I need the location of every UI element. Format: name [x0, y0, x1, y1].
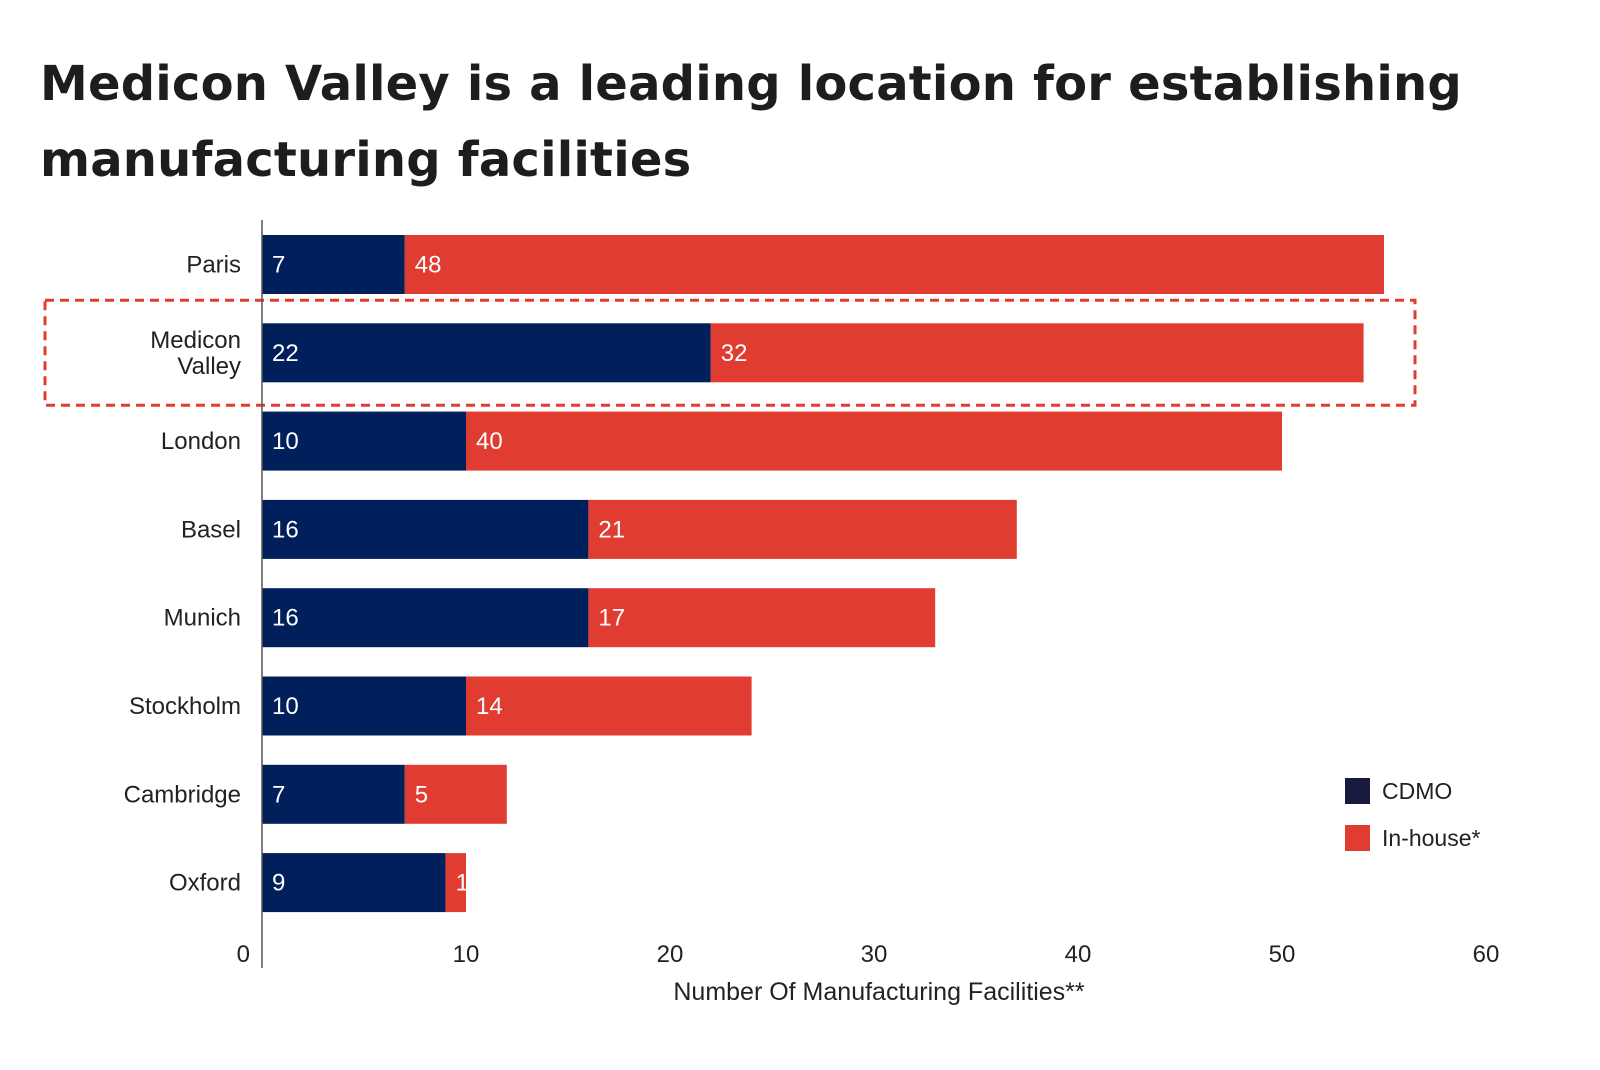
x-tick-label-60: 60 [1473, 941, 1500, 968]
bar-london-in-house [466, 411, 1282, 471]
bar-oxford-cdmo [262, 853, 446, 913]
bar-basel-cdmo [262, 499, 589, 559]
value-label-medicon-valley-in-house: 32 [721, 340, 748, 367]
category-label-stockholm: Stockholm [129, 693, 241, 720]
bar-paris-cdmo [262, 235, 405, 294]
category-label-london: London [161, 428, 241, 455]
value-label-oxford-in-house: 1 [456, 870, 469, 897]
value-label-stockholm-in-house: 14 [476, 693, 503, 720]
bar-medicon-valley-in-house [710, 323, 1364, 383]
x-tick-label-50: 50 [1269, 941, 1296, 968]
bar-paris-in-house [404, 235, 1384, 294]
x-tick-label-20: 20 [657, 941, 684, 968]
value-label-medicon-valley-cdmo: 22 [272, 340, 299, 367]
category-label-basel: Basel [181, 516, 241, 543]
value-label-london-in-house: 40 [476, 428, 503, 455]
bar-stockholm-cdmo [262, 676, 466, 736]
highlight-box [43, 298, 1417, 407]
chart-title: Medicon Valley is a leading location for… [40, 56, 1462, 188]
bar-medicon-valley-cdmo [262, 323, 711, 383]
bar-basel-in-house [588, 499, 1017, 559]
legend-swatch-in-house [1345, 825, 1370, 851]
value-label-munich-in-house: 17 [598, 605, 625, 632]
legend: CDMO In-house* [1345, 778, 1481, 851]
x-tick-label-30: 30 [861, 941, 888, 968]
value-label-munich-cdmo: 16 [272, 605, 299, 632]
legend-swatch-cdmo [1345, 778, 1370, 804]
bar-cambridge-cdmo [262, 764, 405, 824]
value-label-paris-in-house: 48 [415, 252, 442, 279]
x-tick-label-40: 40 [1065, 941, 1092, 968]
category-label-paris: Paris [186, 252, 241, 279]
x-tick-label-0: 0 [237, 941, 250, 968]
x-tick-label-10: 10 [453, 941, 480, 968]
bars-layer: 7 48 Paris 22 32 Medicon Valley 10 40 London 16 21 B… [124, 235, 1384, 913]
category-label-cambridge: Cambridge [124, 781, 241, 808]
bar-munich-cdmo [262, 588, 589, 648]
x-axis: 0 10 20 30 40 50 60 Number Of Manufacturing Fac… [237, 220, 1500, 1006]
highlight-layer [43, 298, 1417, 407]
legend-label-cdmo: CDMO [1382, 778, 1452, 804]
bar-stockholm-in-house [466, 676, 752, 736]
bar-cambridge-in-house [404, 764, 507, 824]
bar-oxford-in-house [445, 853, 466, 913]
value-label-stockholm-cdmo: 10 [272, 693, 299, 720]
value-label-paris-cdmo: 7 [272, 252, 285, 279]
value-label-oxford-cdmo: 9 [272, 870, 285, 897]
bar-london-cdmo [262, 411, 466, 471]
category-label-oxford: Oxford [169, 870, 241, 897]
value-label-london-cdmo: 10 [272, 428, 299, 455]
value-label-cambridge-cdmo: 7 [272, 781, 285, 808]
category-label-medicon-valley: Medicon Valley [150, 327, 241, 380]
x-axis-title: Number Of Manufacturing Facilities** [673, 978, 1085, 1006]
value-label-cambridge-in-house: 5 [415, 781, 428, 808]
value-label-basel-in-house: 21 [598, 516, 625, 543]
value-label-basel-cdmo: 16 [272, 516, 299, 543]
category-label-munich: Munich [164, 605, 241, 632]
legend-label-in-house: In-house* [1382, 825, 1481, 851]
bar-munich-in-house [588, 588, 936, 648]
